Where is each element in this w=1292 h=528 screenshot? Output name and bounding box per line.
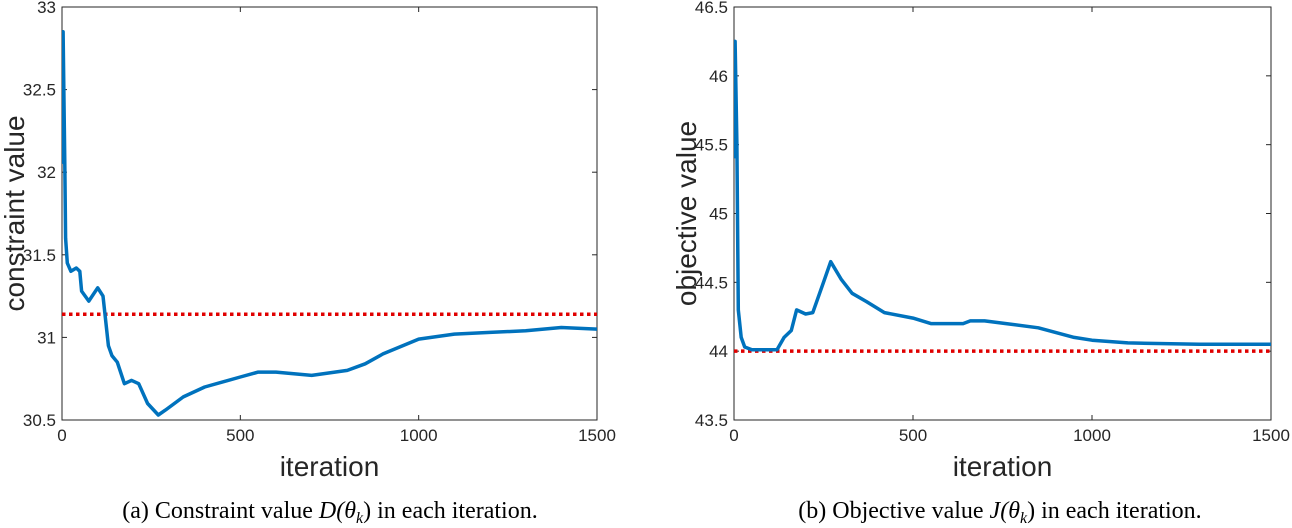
y-tick-label: 45 bbox=[709, 205, 728, 224]
x-tick-label: 1000 bbox=[400, 426, 438, 445]
caption-math: D(θ bbox=[318, 498, 356, 524]
objective-series-line bbox=[734, 39, 1271, 352]
y-axis-label: constraint value bbox=[0, 115, 30, 311]
y-tick-label: 45.5 bbox=[695, 136, 728, 155]
y-tick-label: 43.5 bbox=[695, 411, 728, 430]
caption-math: J(θ bbox=[990, 498, 1021, 524]
x-tick-label: 1500 bbox=[578, 426, 616, 445]
y-tick-label: 44.5 bbox=[695, 273, 728, 292]
objective-chart: 0 500 1000 1500 43.5 44 44.5 45 45.5 46 46.5 iterat… bbox=[671, 0, 1290, 527]
constraint-series-line bbox=[62, 30, 597, 417]
x-axis-label: iteration bbox=[280, 451, 380, 482]
x-tick-label: 1000 bbox=[1073, 426, 1111, 445]
y-tick-label: 33 bbox=[37, 0, 56, 17]
x-tick-label: 500 bbox=[899, 426, 927, 445]
x-axis-label: iteration bbox=[953, 451, 1053, 482]
y-tick-label: 31.5 bbox=[23, 246, 56, 265]
caption-suffix: ) in each iteration. bbox=[363, 498, 538, 524]
caption-suffix: ) in each iteration. bbox=[1027, 498, 1202, 524]
caption-prefix: (b) Objective value bbox=[798, 498, 989, 524]
caption-prefix: (a) Constraint value bbox=[122, 498, 319, 524]
y-axis-label: objective value bbox=[671, 121, 702, 306]
caption-subscript: k bbox=[356, 510, 364, 527]
figure-caption: (b) Objective value J(θk) in each iterat… bbox=[798, 498, 1201, 527]
x-tick-label: 1500 bbox=[1252, 426, 1290, 445]
y-tick-label: 32.5 bbox=[23, 81, 56, 100]
constraint-chart: 0 500 1000 1500 30.5 31 31.5 32 32.5 33 iteration c… bbox=[0, 0, 616, 527]
y-tick-label: 30.5 bbox=[23, 411, 56, 430]
y-tick-label: 44 bbox=[709, 342, 728, 361]
y-tick-label: 46 bbox=[709, 67, 728, 86]
figure-caption: (a) Constraint value D(θk) in each itera… bbox=[122, 498, 537, 527]
y-tick-label: 32 bbox=[37, 163, 56, 182]
x-tick-label: 0 bbox=[729, 426, 738, 445]
axes-box bbox=[733, 6, 1272, 421]
x-tick-label: 0 bbox=[57, 426, 66, 445]
caption-subscript: k bbox=[1020, 510, 1028, 527]
x-tick-label: 500 bbox=[226, 426, 254, 445]
y-tick-label: 31 bbox=[37, 328, 56, 347]
y-tick-label: 46.5 bbox=[695, 0, 728, 17]
axes-box bbox=[61, 6, 598, 421]
